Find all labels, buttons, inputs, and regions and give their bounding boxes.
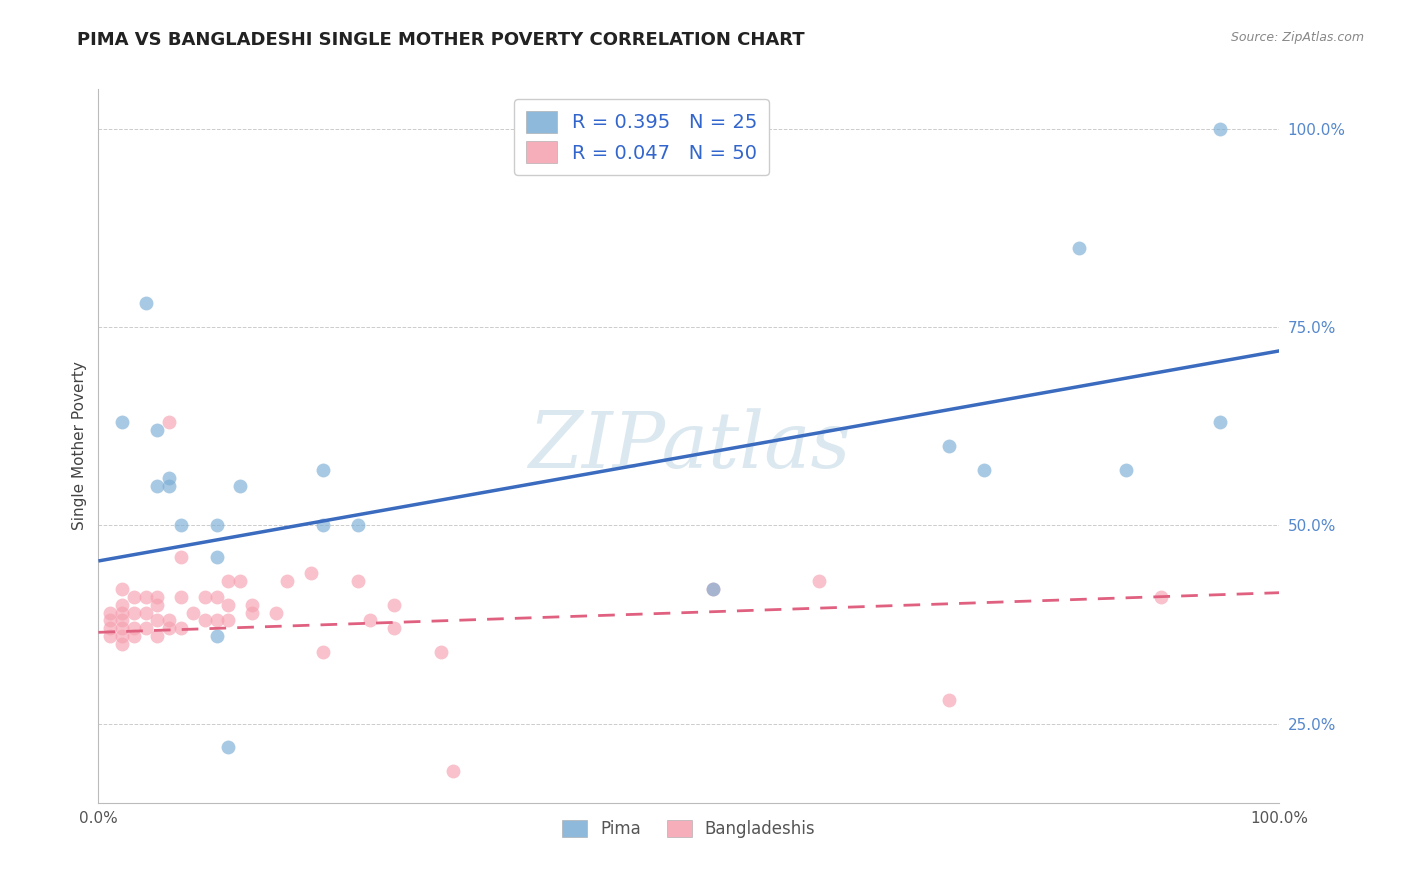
- Point: [430, 645, 453, 659]
- Point: [157, 415, 180, 429]
- Point: [1209, 415, 1232, 429]
- Point: [146, 478, 169, 492]
- Point: [312, 463, 335, 477]
- Point: [111, 598, 134, 612]
- Point: [217, 574, 239, 588]
- Point: [229, 478, 252, 492]
- Point: [122, 606, 145, 620]
- Point: [347, 518, 370, 533]
- Point: [441, 764, 464, 778]
- Point: [217, 598, 239, 612]
- Point: [312, 645, 335, 659]
- Point: [205, 590, 228, 604]
- Point: [702, 582, 724, 596]
- Point: [205, 629, 228, 643]
- Point: [98, 629, 121, 643]
- Point: [382, 598, 405, 612]
- Text: Source: ZipAtlas.com: Source: ZipAtlas.com: [1230, 31, 1364, 45]
- Point: [181, 606, 204, 620]
- Point: [157, 478, 180, 492]
- Point: [111, 637, 134, 651]
- Text: ZIPatlas: ZIPatlas: [527, 408, 851, 484]
- Point: [205, 549, 228, 564]
- Point: [299, 566, 322, 580]
- Text: PIMA VS BANGLADESHI SINGLE MOTHER POVERTY CORRELATION CHART: PIMA VS BANGLADESHI SINGLE MOTHER POVERT…: [77, 31, 806, 49]
- Point: [157, 471, 180, 485]
- Point: [359, 614, 381, 628]
- Point: [111, 629, 134, 643]
- Point: [1067, 241, 1090, 255]
- Point: [229, 574, 252, 588]
- Point: [170, 549, 193, 564]
- Point: [157, 614, 180, 628]
- Point: [122, 621, 145, 635]
- Legend: Pima, Bangladeshis: Pima, Bangladeshis: [555, 813, 823, 845]
- Point: [170, 621, 193, 635]
- Point: [382, 621, 405, 635]
- Point: [146, 598, 169, 612]
- Point: [146, 629, 169, 643]
- Point: [111, 614, 134, 628]
- Point: [135, 590, 157, 604]
- Point: [217, 614, 239, 628]
- Point: [194, 590, 217, 604]
- Point: [111, 621, 134, 635]
- Point: [264, 606, 287, 620]
- Point: [240, 606, 263, 620]
- Point: [111, 606, 134, 620]
- Point: [98, 606, 121, 620]
- Point: [135, 621, 157, 635]
- Point: [146, 590, 169, 604]
- Point: [1209, 121, 1232, 136]
- Point: [973, 463, 995, 477]
- Y-axis label: Single Mother Poverty: Single Mother Poverty: [72, 361, 87, 531]
- Point: [702, 582, 724, 596]
- Point: [1115, 463, 1137, 477]
- Point: [170, 590, 193, 604]
- Point: [938, 692, 960, 706]
- Point: [217, 740, 239, 755]
- Point: [205, 614, 228, 628]
- Point: [135, 296, 157, 310]
- Point: [157, 621, 180, 635]
- Point: [938, 439, 960, 453]
- Point: [135, 606, 157, 620]
- Point: [98, 614, 121, 628]
- Point: [347, 574, 370, 588]
- Point: [205, 518, 228, 533]
- Point: [807, 574, 830, 588]
- Point: [111, 415, 134, 429]
- Point: [146, 614, 169, 628]
- Point: [240, 598, 263, 612]
- Point: [312, 518, 335, 533]
- Point: [122, 590, 145, 604]
- Point: [170, 518, 193, 533]
- Point: [98, 621, 121, 635]
- Point: [122, 629, 145, 643]
- Point: [276, 574, 298, 588]
- Point: [194, 614, 217, 628]
- Point: [111, 582, 134, 596]
- Point: [1150, 590, 1173, 604]
- Point: [146, 423, 169, 437]
